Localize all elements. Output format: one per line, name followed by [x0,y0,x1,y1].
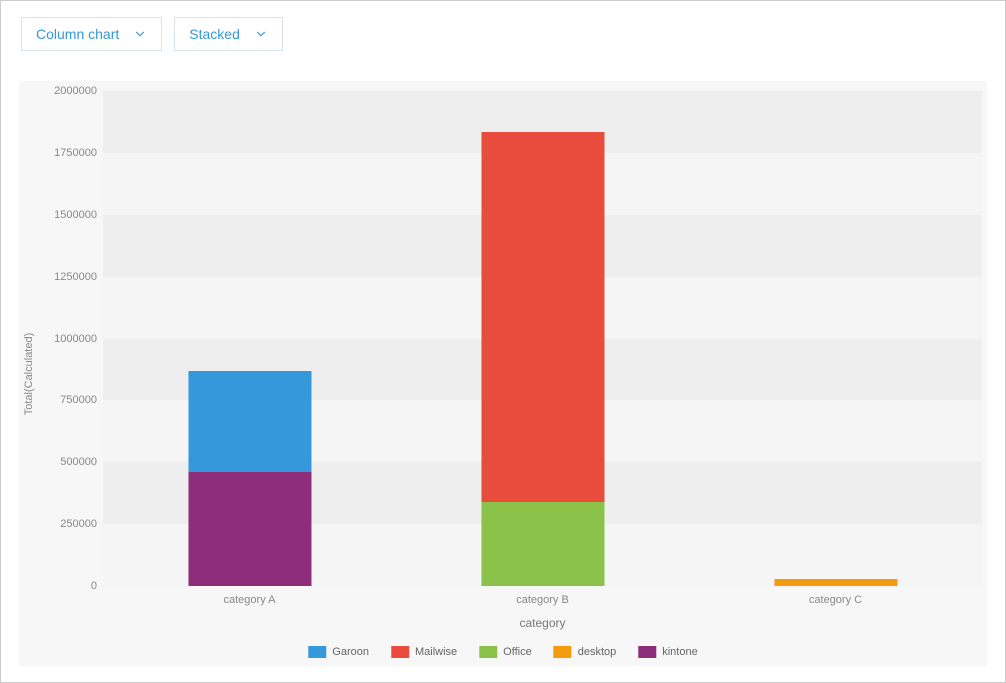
chevron-down-icon [133,27,147,41]
legend-label: Mailwise [415,646,457,658]
y-axis-label: Total(Calculated) [23,332,35,415]
legend-item[interactable]: Office [479,646,532,658]
y-tick-label: 2000000 [54,85,97,97]
bars-container: category Acategory Bcategory C [103,91,982,586]
legend-swatch [638,646,656,658]
y-tick-label: 1500000 [54,209,97,221]
bar-stack [481,132,604,586]
bar-segment [188,371,311,472]
bar-stack [188,371,311,586]
x-axis-label: category [519,616,565,630]
y-tick-label: 1750000 [54,147,97,159]
legend-swatch [308,646,326,658]
plot-area: category Acategory Bcategory C category … [103,91,982,586]
y-tick-label: 1250000 [54,271,97,283]
legend-label: kintone [662,646,697,658]
legend-swatch [554,646,572,658]
chart-type-dropdown[interactable]: Column chart [21,17,162,51]
y-tick-label: 750000 [60,394,97,406]
x-tick-label: category C [809,594,862,606]
chart-area: Total(Calculated) category Acategory Bca… [19,81,987,666]
bar-segment [774,579,897,586]
legend-label: Garoon [332,646,369,658]
chevron-down-icon [254,27,268,41]
legend-label: Office [503,646,532,658]
y-tick-label: 1000000 [54,333,97,345]
y-tick-label: 0 [91,580,97,592]
y-tick-label: 250000 [60,518,97,530]
bar-stack [774,579,897,586]
bar-segment [481,502,604,586]
y-tick-label: 500000 [60,456,97,468]
stack-mode-label: Stacked [189,26,240,42]
legend-swatch [391,646,409,658]
legend-label: desktop [578,646,617,658]
category-column: category B [396,91,689,586]
legend-swatch [479,646,497,658]
legend-item[interactable]: kintone [638,646,697,658]
category-column: category C [689,91,982,586]
legend-item[interactable]: Mailwise [391,646,457,658]
legend-item[interactable]: desktop [554,646,617,658]
legend-item[interactable]: Garoon [308,646,369,658]
chart-type-label: Column chart [36,26,119,42]
stack-mode-dropdown[interactable]: Stacked [174,17,283,51]
category-column: category A [103,91,396,586]
chart-panel: Column chart Stacked Total(Calculated) c… [0,0,1006,683]
legend: Garoon Mailwise Office desktop kintone [308,646,697,658]
bar-segment [188,472,311,586]
x-tick-label: category B [516,594,569,606]
bar-segment [481,132,604,502]
toolbar: Column chart Stacked [1,1,1005,67]
x-tick-label: category A [224,594,276,606]
